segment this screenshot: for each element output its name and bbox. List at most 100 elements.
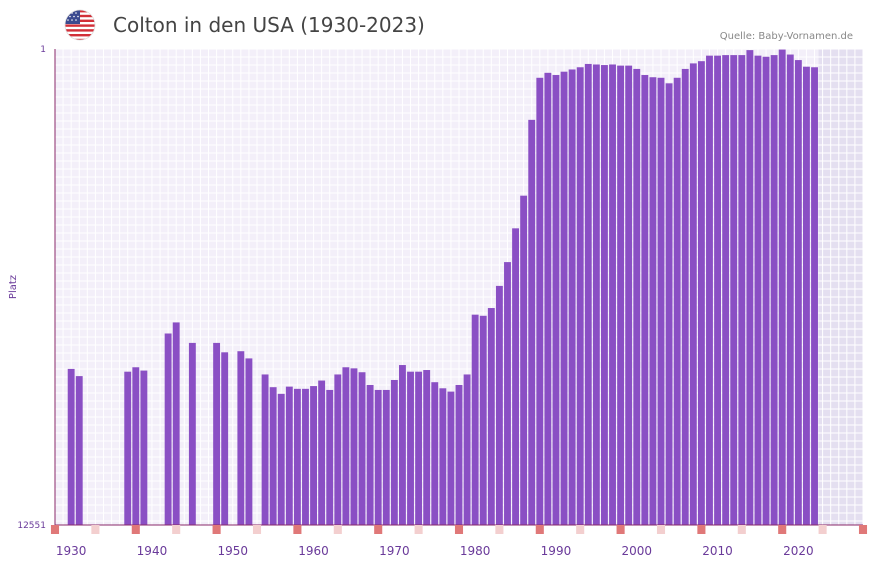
- bar-1985: [512, 228, 519, 525]
- decade-marker: [454, 525, 464, 534]
- source-label: Quelle: Baby-Vornamen.de: [719, 31, 853, 42]
- bar-1968: [374, 389, 382, 525]
- bar-1986: [520, 195, 528, 525]
- bar-1972: [407, 371, 414, 525]
- bar-1942: [164, 333, 172, 525]
- bar-2009: [706, 55, 713, 526]
- chart-title: Colton in den USA (1930-2023): [113, 13, 425, 37]
- bar-1993: [576, 67, 584, 526]
- bar-1981: [479, 315, 487, 525]
- bar-1973: [415, 371, 423, 525]
- future-shade: [818, 49, 863, 525]
- bar-1992: [568, 69, 576, 526]
- minor-marker: [818, 525, 827, 534]
- bar-1938: [132, 367, 140, 525]
- bar-2012: [730, 55, 738, 525]
- bar-2017: [770, 55, 778, 525]
- minor-marker: [495, 525, 504, 534]
- bar-1966: [358, 372, 366, 525]
- bar-2002: [649, 77, 657, 525]
- bar-1952: [245, 358, 253, 525]
- bar-2014: [746, 50, 754, 526]
- bar-1930: [67, 368, 75, 525]
- x-tick-label-2010: 2010: [702, 544, 733, 558]
- bar-2005: [673, 77, 681, 525]
- bar-1970: [390, 379, 398, 525]
- bar-1949: [221, 352, 229, 525]
- bar-1991: [560, 71, 568, 525]
- bar-2016: [762, 56, 770, 525]
- bar-2018: [778, 49, 786, 525]
- bar-1957: [285, 386, 293, 525]
- minor-marker: [576, 525, 585, 534]
- y-tick-label-top: 1: [40, 45, 46, 55]
- decade-marker: [778, 525, 787, 534]
- bar-2007: [689, 63, 697, 526]
- bar-1943: [172, 322, 180, 525]
- bar-1989: [544, 72, 552, 526]
- decade-marker: [293, 525, 302, 534]
- bar-1958: [293, 388, 301, 525]
- bar-1988: [536, 77, 544, 525]
- minor-marker: [91, 525, 100, 534]
- y-axis-title: Platz: [8, 275, 19, 299]
- x-tick-label-1930: 1930: [56, 544, 87, 558]
- bar-2010: [714, 55, 721, 526]
- bar-1964: [342, 367, 350, 525]
- bar-1975: [431, 382, 439, 525]
- bar-2003: [657, 77, 665, 525]
- bar-1983: [495, 285, 503, 525]
- bar-1997: [609, 64, 616, 525]
- decade-marker: [50, 525, 60, 534]
- bar-1961: [318, 380, 326, 525]
- bar-1951: [237, 351, 245, 525]
- bar-2019: [786, 54, 794, 526]
- bar-1963: [334, 374, 342, 525]
- bar-2021: [803, 66, 810, 526]
- minor-marker: [656, 525, 666, 534]
- bar-1948: [213, 342, 221, 525]
- bar-1998: [617, 65, 625, 526]
- bar-1939: [140, 370, 148, 525]
- bar-2020: [794, 60, 802, 526]
- bar-1999: [625, 65, 633, 526]
- bar-2011: [722, 55, 730, 525]
- x-tick-label-1940: 1940: [137, 544, 168, 558]
- bar-1967: [366, 384, 374, 525]
- bar-2004: [665, 83, 673, 525]
- bar-1956: [277, 393, 285, 525]
- minor-marker: [333, 525, 342, 534]
- bar-1987: [528, 119, 536, 526]
- bar-1937: [124, 371, 132, 525]
- bar-1979: [463, 374, 471, 525]
- bar-1974: [423, 370, 431, 525]
- bar-1978: [455, 384, 463, 525]
- decade-marker: [616, 525, 625, 534]
- decade-marker: [212, 525, 221, 534]
- x-tick-label-1970: 1970: [379, 544, 410, 558]
- decade-marker: [858, 525, 868, 534]
- bar-1969: [382, 389, 390, 525]
- bar-1977: [447, 391, 455, 525]
- x-tick-label-2020: 2020: [783, 544, 814, 558]
- bar-1945: [188, 342, 196, 525]
- x-tick-label-1980: 1980: [460, 544, 491, 558]
- bar-1995: [592, 64, 600, 525]
- bar-1976: [439, 388, 447, 525]
- bar-1982: [487, 308, 495, 525]
- minor-marker: [414, 525, 423, 534]
- bar-1955: [269, 387, 277, 525]
- x-tick-label-2000: 2000: [621, 544, 652, 558]
- decade-marker: [535, 525, 544, 534]
- minor-marker: [172, 525, 181, 534]
- x-tick-label-1990: 1990: [541, 544, 572, 558]
- bar-2001: [641, 75, 649, 526]
- bar-1971: [399, 365, 406, 525]
- bar-2022: [811, 67, 818, 526]
- bar-2013: [738, 55, 746, 525]
- minor-marker: [737, 525, 746, 534]
- bar-1962: [326, 389, 334, 525]
- us-flag-icon: [64, 9, 96, 41]
- y-tick-label-bottom: 12551: [17, 521, 46, 531]
